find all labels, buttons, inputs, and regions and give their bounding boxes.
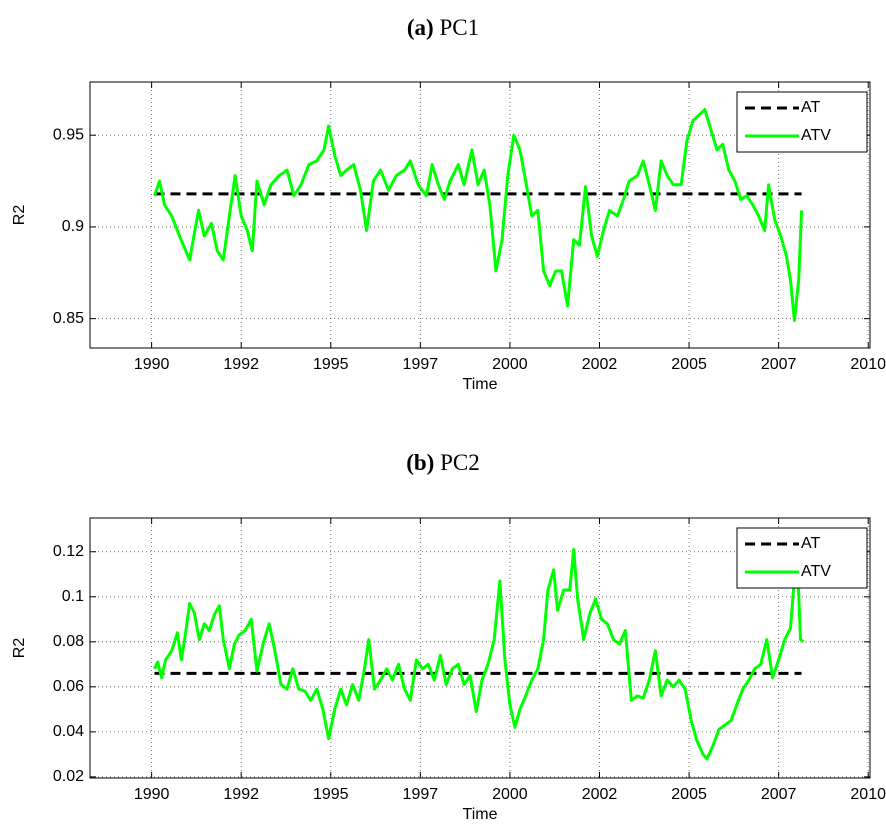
x-tick-label: 2007 bbox=[761, 786, 797, 803]
x-tick-label: 2005 bbox=[671, 356, 707, 373]
legend-label: ATV bbox=[801, 563, 831, 580]
x-axis-label: Time bbox=[463, 376, 498, 393]
x-tick-label: 2007 bbox=[761, 356, 797, 373]
x-tick-label: 1997 bbox=[403, 356, 439, 373]
x-tick-label: 1990 bbox=[134, 786, 170, 803]
x-tick-label: 1995 bbox=[313, 356, 349, 373]
chart-title: (b) PC2 bbox=[406, 450, 480, 475]
axes-box bbox=[89, 81, 871, 349]
x-tick-label: 2002 bbox=[582, 786, 618, 803]
y-tick-label: 0.9 bbox=[62, 218, 84, 235]
x-tick-label: 1992 bbox=[223, 356, 259, 373]
x-tick-label: 2000 bbox=[492, 356, 528, 373]
y-tick-label: 0.85 bbox=[53, 310, 84, 327]
y-tick-label: 0.95 bbox=[53, 126, 84, 143]
panel-label: (a) bbox=[407, 15, 434, 40]
axes-box bbox=[89, 517, 871, 779]
legend-label: AT bbox=[801, 535, 820, 552]
series-line bbox=[153, 108, 804, 322]
y-tick-label: 0.04 bbox=[53, 723, 84, 740]
legend-label: AT bbox=[801, 99, 820, 116]
x-tick-label: 2005 bbox=[671, 786, 707, 803]
y-tick-label: 0.02 bbox=[53, 768, 84, 785]
x-tick-label: 2000 bbox=[492, 786, 528, 803]
y-tick-label: 0.08 bbox=[53, 633, 84, 650]
title-text: PC2 bbox=[440, 450, 480, 475]
x-tick-label: 1997 bbox=[403, 786, 439, 803]
x-tick-label: 1990 bbox=[134, 356, 170, 373]
y-axis-label: R2 bbox=[11, 638, 28, 659]
title-text: PC1 bbox=[439, 15, 479, 40]
legend-box bbox=[736, 91, 868, 153]
x-tick-label: 2010 bbox=[850, 786, 886, 803]
y-axis-label: R2 bbox=[11, 205, 28, 226]
panel-label: (b) bbox=[406, 450, 434, 475]
legend-box bbox=[736, 527, 868, 589]
x-tick-label: 2002 bbox=[582, 356, 618, 373]
series-line bbox=[153, 548, 805, 761]
x-tick-label: 2010 bbox=[850, 356, 886, 373]
x-tick-label: 1995 bbox=[313, 786, 349, 803]
chart-title: (a) PC1 bbox=[407, 15, 479, 40]
y-tick-label: 0.06 bbox=[53, 678, 84, 695]
y-tick-label: 0.12 bbox=[53, 543, 84, 560]
legend-label: ATV bbox=[801, 127, 831, 144]
x-axis-label: Time bbox=[463, 806, 498, 823]
x-tick-label: 1992 bbox=[223, 786, 259, 803]
y-tick-label: 0.1 bbox=[62, 588, 84, 605]
